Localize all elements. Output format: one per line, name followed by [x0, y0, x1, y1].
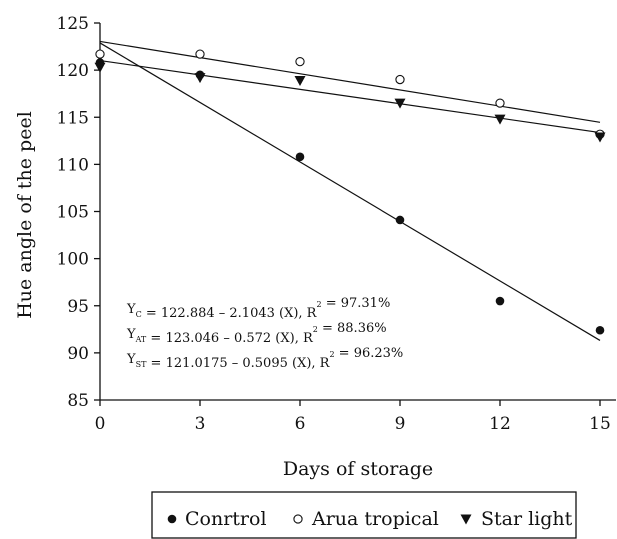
trend-line-2	[99, 59, 601, 134]
x-tick-label: 3	[195, 414, 206, 434]
x-axis-title: Days of storage	[283, 458, 433, 480]
legend-label-1: Arua tropical	[311, 508, 439, 530]
point-series-2	[394, 98, 406, 109]
trend-line-0	[99, 42, 601, 341]
y-axis-title: Hue angle of the peel	[14, 111, 36, 319]
axes: 0 3 6 9 12 15 85 90 95 100 105 110 115 120 125	[57, 14, 616, 434]
point-series-2	[294, 75, 306, 86]
point-series-0	[395, 215, 405, 225]
point-series-0	[495, 296, 505, 306]
y-tick-label: 110	[57, 155, 89, 175]
y-tick-label: 85	[67, 391, 89, 411]
point-series-2	[194, 73, 206, 84]
legend: Conrtrol Arua tropical Star light	[151, 491, 577, 539]
point-series-1	[95, 49, 105, 59]
equations: YC = 122.884 – 2.1043 (X), R2 = 97.31%YA…	[126, 296, 403, 371]
point-series-1	[495, 98, 505, 108]
point-series-1	[395, 74, 405, 85]
x-tick-label: 6	[295, 414, 306, 434]
equation-1: YAT = 123.046 – 0.572 (X), R2 = 88.36%	[126, 321, 387, 346]
y-tick-label: 125	[57, 14, 89, 34]
legend-box	[151, 491, 577, 539]
point-series-2	[494, 114, 506, 125]
x-tick-label: 12	[489, 414, 511, 434]
legend-label-2: Star light	[481, 508, 573, 530]
x-tick-label: 15	[589, 414, 611, 434]
point-series-1	[295, 56, 305, 67]
point-series-2	[94, 62, 106, 73]
legend-marker-0	[167, 514, 177, 524]
trend-lines	[99, 40, 601, 341]
legend-marker-2	[460, 514, 472, 525]
y-tick-label: 115	[57, 108, 89, 128]
legend-label-0: Conrtrol	[185, 508, 267, 530]
equation-2: YST = 121.0175 – 0.5095 (X), R2 = 96.23%	[126, 346, 403, 371]
y-tick-label: 90	[67, 344, 89, 364]
trend-line-1	[99, 40, 601, 123]
y-tick-label: 120	[57, 61, 89, 81]
y-tick-label: 100	[57, 250, 89, 270]
point-series-2	[594, 132, 606, 143]
point-series-1	[195, 49, 205, 59]
legend-marker-1	[293, 514, 303, 524]
y-tick-label: 95	[67, 297, 89, 317]
point-series-0	[295, 152, 305, 162]
x-tick-label: 0	[95, 414, 106, 434]
x-tick-label: 9	[395, 414, 406, 434]
data-points	[94, 49, 606, 335]
y-tick-label: 105	[57, 203, 89, 223]
equation-0: YC = 122.884 – 2.1043 (X), R2 = 97.31%	[126, 296, 390, 321]
point-series-0	[595, 325, 605, 335]
